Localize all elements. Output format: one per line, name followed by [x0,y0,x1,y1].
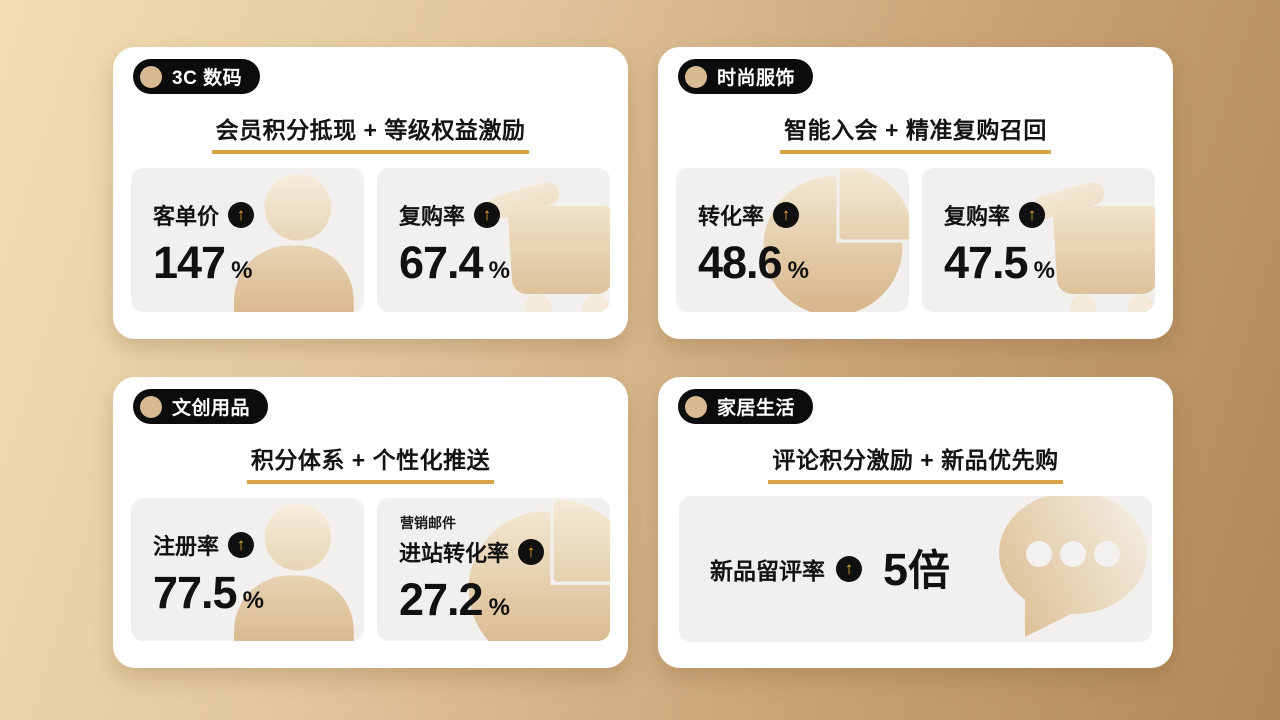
category-badge: 文创用品 [133,389,269,424]
badge-dot-icon [140,395,162,418]
badge-dot-icon [685,65,707,88]
stat-value: 77.5% [153,567,264,618]
card-title: 会员积分抵现 + 等级权益激励 [211,111,530,154]
stats-row: 客单价 ↑ 147% [131,168,610,312]
arrow-up-icon: ↑ [518,539,545,565]
badge-label: 3C 数码 [172,68,243,89]
card-title-row: 智能入会 + 精准复购召回 [658,111,1173,154]
stat-box-signup-rate: 注册率 ↑ 77.5% [131,498,364,641]
stat-label: 复购率 [399,204,466,229]
stat-label: 复购率 [944,204,1011,229]
person-icon [234,503,354,641]
category-badge: 3C 数码 [133,59,261,94]
cart-icon [487,181,610,312]
category-card-home-living: 家居生活 评论积分激励 + 新品优先购 新品留评率 ↑ [658,377,1173,668]
pie-chart-icon [468,499,610,641]
badge-dot-icon [140,65,162,88]
arrow-up-icon: ↑ [836,556,862,582]
card-title-row: 评论积分激励 + 新品优先购 [658,441,1173,484]
badge-label: 家居生活 [717,398,796,419]
stat-box-customer-price: 客单价 ↑ 147% [131,168,364,312]
arrow-up-icon: ↑ [773,202,800,228]
category-card-fashion: 时尚服饰 智能入会 + 精准复购召回 转化率 ↑ [658,47,1173,339]
arrow-up-icon: ↑ [228,202,255,228]
stat-value: 147% [153,237,253,288]
card-title: 积分体系 + 个性化推送 [246,441,495,484]
stat-label: 新品留评率 [710,558,825,584]
pie-chart-icon [763,168,909,312]
arrow-up-icon: ↑ [474,202,501,228]
chat-bubble-icon [999,496,1147,637]
category-badge: 家居生活 [678,389,814,424]
stat-sublabel: 营销邮件 [400,515,456,531]
stat-box-site-conversion-rate: 营销邮件 进站转化率 ↑ 27.2% [377,498,610,641]
stat-value: 48.6% [698,237,809,288]
card-title-row: 积分体系 + 个性化推送 [113,441,628,484]
badge-dot-icon [685,395,707,418]
stat-value: 27.2% [399,574,510,625]
cart-icon [1032,181,1155,312]
arrow-up-icon: ↑ [1019,202,1046,228]
category-badge: 时尚服饰 [678,59,814,94]
category-card-cultural-goods: 文创用品 积分体系 + 个性化推送 注册率 ↑ 77.5% [113,377,628,668]
card-title-row: 会员积分抵现 + 等级权益激励 [113,111,628,154]
stats-row: 注册率 ↑ 77.5% 营销邮件 [131,498,610,641]
stat-label: 转化率 [698,204,765,229]
person-icon [234,173,354,312]
arrow-up-icon: ↑ [228,532,255,558]
stat-value: 47.5% [944,237,1055,288]
stat-box-repurchase-rate: 复购率 ↑ 67.4% [377,168,610,312]
badge-label: 时尚服饰 [717,68,796,89]
stat-label: 客单价 [153,204,220,229]
stat-label: 注册率 [153,534,220,559]
stat-label: 进站转化率 [399,541,510,566]
card-title: 智能入会 + 精准复购召回 [780,111,1051,154]
card-title: 评论积分激励 + 新品优先购 [768,441,1063,484]
stats-row: 转化率 ↑ 48.6% [676,168,1155,312]
badge-label: 文创用品 [172,398,251,419]
stat-box-conversion-rate: 转化率 ↑ 48.6% [676,168,909,312]
category-card-3c-digital: 3C 数码 会员积分抵现 + 等级权益激励 客单价 ↑ 147% [113,47,628,339]
stat-value: 67.4% [399,237,510,288]
stat-box-repurchase-rate: 复购率 ↑ 47.5% [922,168,1155,312]
